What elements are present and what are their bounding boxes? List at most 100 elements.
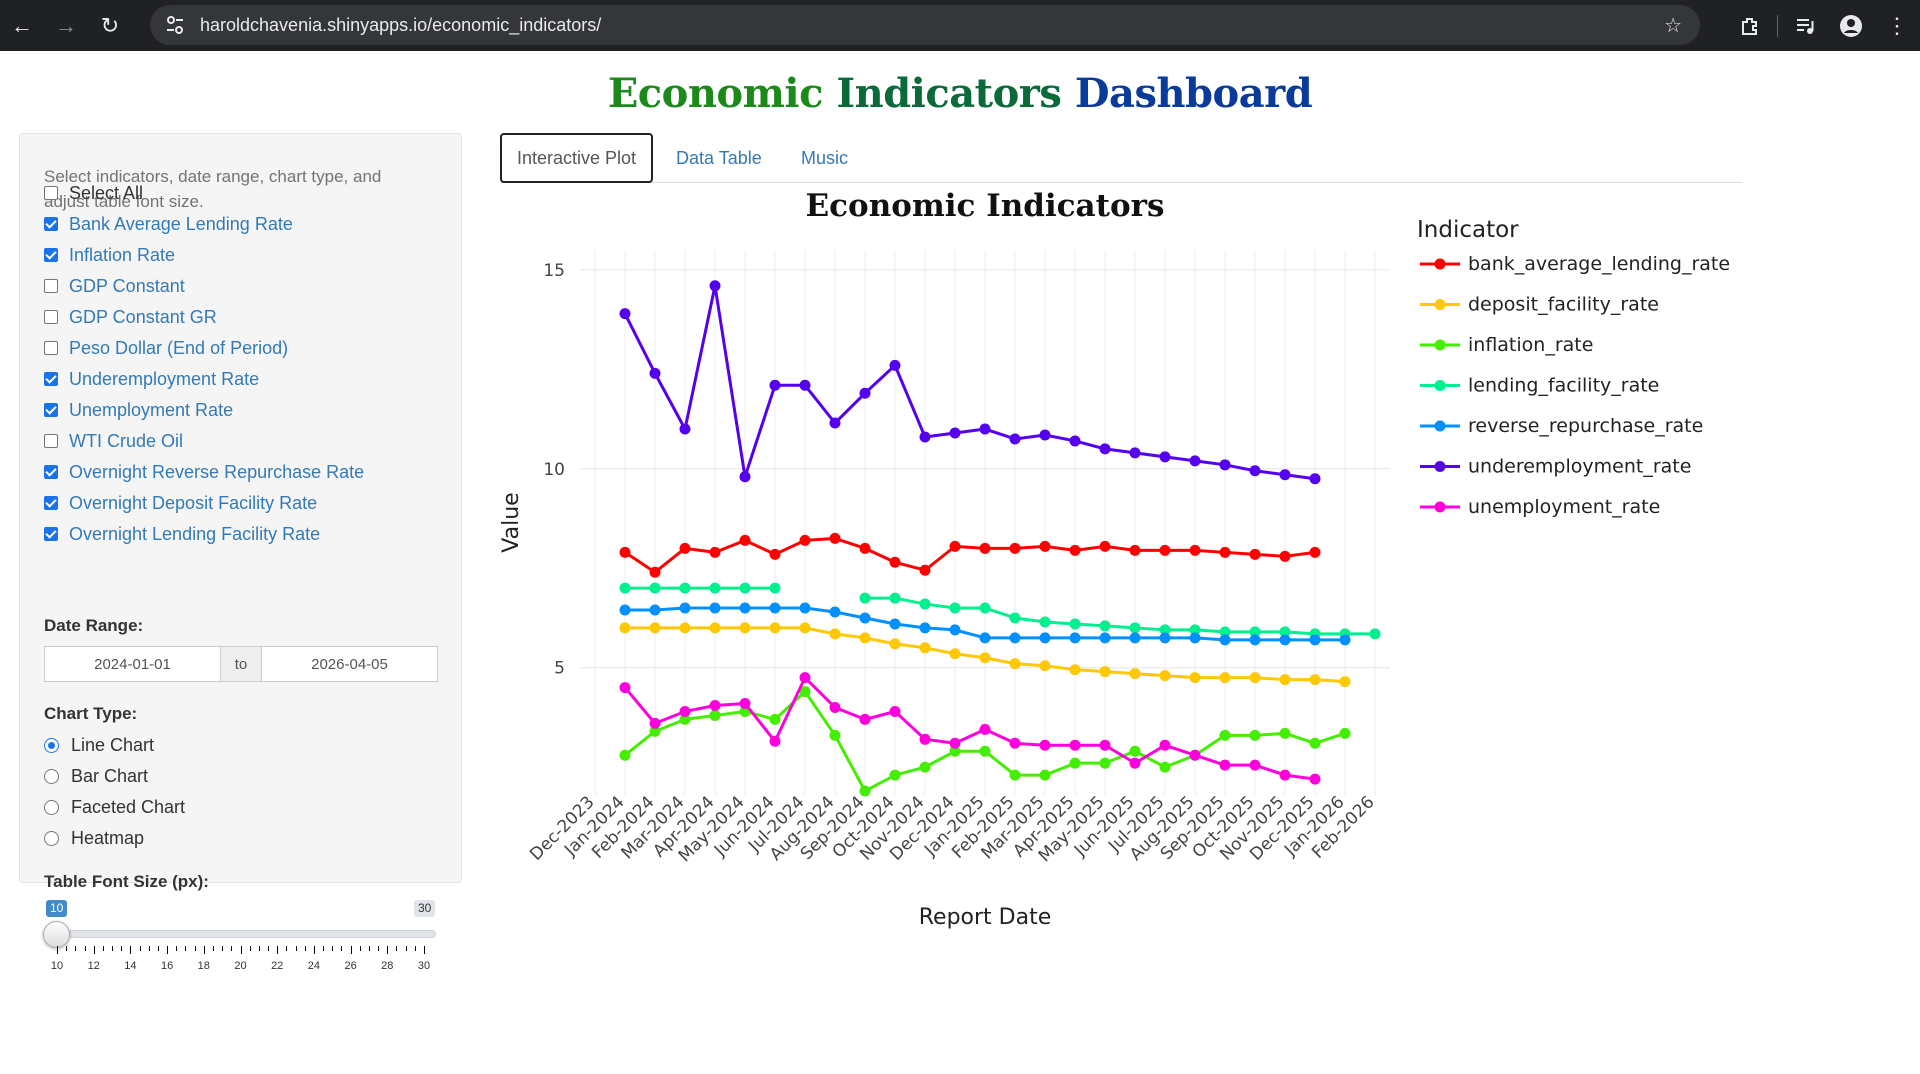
checkbox-box[interactable] (44, 341, 58, 355)
data-point-bank_average_lending_rate (649, 566, 661, 578)
data-point-bank_average_lending_rate (1279, 550, 1291, 562)
checkbox-label[interactable]: Bank Average Lending Rate (69, 213, 293, 234)
data-point-deposit_facility_rate (1069, 664, 1081, 676)
data-point-lending_facility_rate (1069, 618, 1081, 630)
radio-bar-chart[interactable]: Bar Chart (44, 763, 148, 789)
checkbox-wti-crude-oil[interactable]: WTI Crude Oil (44, 428, 183, 454)
checkbox-underemployment-rate[interactable]: Underemployment Rate (44, 366, 259, 392)
checkbox-box[interactable] (44, 186, 58, 200)
slider-tick (157, 946, 159, 951)
checkbox-bank-average-lending-rate[interactable]: Bank Average Lending Rate (44, 211, 293, 237)
checkbox-box[interactable] (44, 527, 58, 541)
tab-data-table[interactable]: Data Table (676, 147, 762, 168)
checkbox-box[interactable] (44, 496, 58, 510)
media-controls-icon[interactable] (1782, 4, 1828, 48)
data-point-inflation_rate (1129, 745, 1141, 757)
data-point-unemployment_rate (679, 705, 691, 717)
bookmark-star-icon[interactable]: ☆ (1664, 15, 1682, 37)
end-date-input[interactable]: 2026-04-05 (261, 646, 438, 682)
data-point-deposit_facility_rate (769, 622, 781, 634)
checkbox-box[interactable] (44, 217, 58, 231)
checkbox-overnight-reverse-repurchase-rate[interactable]: Overnight Reverse Repurchase Rate (44, 459, 364, 485)
data-point-reverse_repurchase_rate (1219, 634, 1231, 646)
checkbox-overnight-lending-facility-rate[interactable]: Overnight Lending Facility Rate (44, 521, 320, 547)
radio-button[interactable] (44, 737, 59, 753)
checkbox-unemployment-rate[interactable]: Unemployment Rate (44, 397, 233, 423)
checkbox-box[interactable] (44, 310, 58, 324)
checkbox-overnight-deposit-facility-rate[interactable]: Overnight Deposit Facility Rate (44, 490, 317, 516)
slider-tick (368, 946, 370, 951)
slider-handle[interactable] (43, 921, 70, 948)
radio-label[interactable]: Faceted Chart (71, 796, 186, 817)
radio-label[interactable]: Heatmap (71, 827, 145, 848)
slider-tick (359, 946, 361, 951)
checkbox-label[interactable]: Unemployment Rate (69, 399, 234, 420)
data-point-bank_average_lending_rate (1249, 548, 1261, 560)
tab-interactive-plot[interactable]: Interactive Plot (500, 133, 654, 183)
site-settings-icon[interactable] (164, 14, 186, 36)
data-point-reverse_repurchase_rate (949, 624, 961, 636)
checkbox-box[interactable] (44, 372, 58, 386)
slider-tick (112, 946, 114, 951)
checkbox-label[interactable]: Overnight Reverse Repurchase Rate (69, 461, 365, 482)
start-date-input[interactable]: 2024-01-01 (44, 646, 221, 682)
checkbox-gdp-constant-gr[interactable]: GDP Constant GR (44, 304, 217, 330)
slider-tick (405, 946, 407, 951)
radio-faceted-chart[interactable]: Faceted Chart (44, 794, 185, 820)
checkbox-label[interactable]: Select All (69, 182, 144, 203)
data-point-deposit_facility_rate (1309, 674, 1321, 686)
slider-tick (176, 946, 178, 951)
checkbox-gdp-constant[interactable]: GDP Constant (44, 273, 185, 299)
checkbox-label[interactable]: Overnight Lending Facility Rate (69, 523, 321, 544)
data-point-deposit_facility_rate (1339, 676, 1351, 688)
radio-label[interactable]: Line Chart (71, 734, 155, 755)
tab-music[interactable]: Music (801, 147, 849, 168)
checkbox-box[interactable] (44, 279, 58, 293)
data-point-unemployment_rate (709, 699, 721, 711)
checkbox-peso-dollar[interactable]: Peso Dollar (End of Period) (44, 335, 288, 361)
interactive-plot[interactable]: Economic Indicators 5 10 15 Dec-2023 Jan-2024… (490, 185, 1780, 945)
radio-line-chart[interactable]: Line Chart (44, 732, 154, 758)
data-point-unemployment_rate (919, 733, 931, 745)
reload-icon[interactable]: ↻ (100, 12, 120, 38)
data-point-bank_average_lending_rate (679, 542, 691, 554)
checkbox-inflation-rate[interactable]: Inflation Rate (44, 242, 175, 268)
radio-button[interactable] (44, 799, 59, 815)
checkbox-label[interactable]: Overnight Deposit Facility Rate (69, 492, 318, 513)
address-bar[interactable]: haroldchavenia.shinyapps.io/economic_ind… (150, 5, 1700, 45)
y-axis-title: Value (499, 492, 524, 552)
url-text[interactable]: haroldchavenia.shinyapps.io/economic_ind… (200, 14, 602, 35)
data-point-deposit_facility_rate (889, 638, 901, 650)
checkbox-label[interactable]: Peso Dollar (End of Period) (69, 337, 289, 358)
page-title: Economic Indicators Dashboard (0, 70, 1920, 117)
line-chart[interactable]: Economic Indicators51015Dec-2023Jan-2024… (490, 185, 1780, 945)
forward-icon[interactable]: → (55, 12, 77, 38)
radio-button[interactable] (44, 768, 59, 784)
more-menu-icon[interactable]: ⋮ (1886, 12, 1908, 38)
data-point-unemployment_rate (1189, 749, 1201, 761)
checkbox-box[interactable] (44, 248, 58, 262)
checkbox-label[interactable]: GDP Constant (69, 275, 185, 296)
profile-icon[interactable] (1828, 4, 1874, 48)
checkbox-label[interactable]: Underemployment Rate (69, 368, 260, 389)
slider-tick (341, 946, 343, 951)
checkbox-label[interactable]: WTI Crude Oil (69, 430, 184, 451)
radio-heatmap[interactable]: Heatmap (44, 825, 144, 851)
slider-track[interactable] (54, 930, 436, 938)
extensions-icon[interactable] (1727, 4, 1773, 48)
checkbox-select-all[interactable]: Select All (44, 180, 143, 206)
checkbox-label[interactable]: Inflation Rate (69, 244, 176, 265)
back-icon[interactable]: ← (11, 12, 33, 38)
checkbox-label[interactable]: GDP Constant GR (69, 306, 217, 327)
data-point-inflation_rate (799, 686, 811, 698)
checkbox-box[interactable] (44, 403, 58, 417)
checkbox-box[interactable] (44, 434, 58, 448)
data-point-reverse_repurchase_rate (739, 602, 751, 614)
data-point-inflation_rate (1339, 727, 1351, 739)
font-size-slider[interactable]: 10 30 10 12 14 16 18 20 22 24 26 28 30 (43, 900, 444, 972)
radio-label[interactable]: Bar Chart (71, 765, 149, 786)
data-point-lending_facility_rate (739, 582, 751, 594)
radio-button[interactable] (44, 830, 59, 846)
checkbox-box[interactable] (44, 465, 58, 479)
legend-entry: deposit_facility_rate (1468, 294, 1659, 316)
